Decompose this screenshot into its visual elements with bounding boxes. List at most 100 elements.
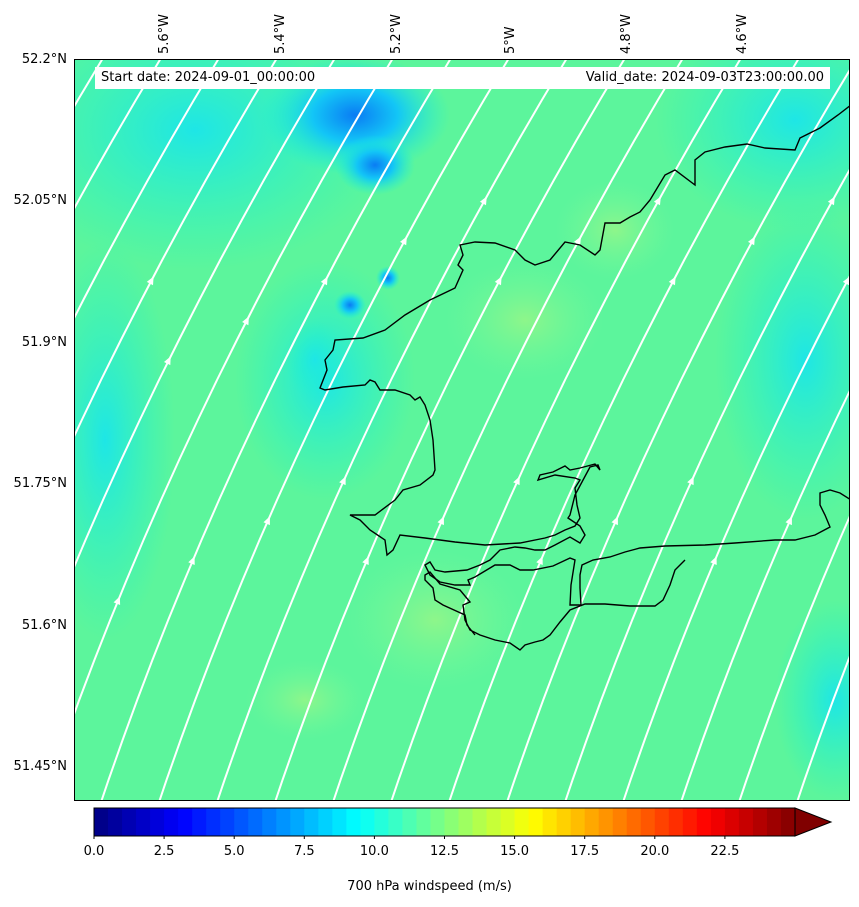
field-green-zone bbox=[445, 260, 605, 380]
field-blue-zone bbox=[335, 135, 415, 195]
latitude-label: 52.05°N bbox=[13, 193, 67, 208]
colorbar-segment bbox=[780, 808, 796, 836]
field-cyan-zone bbox=[715, 200, 849, 520]
latitude-label: 51.75°N bbox=[13, 476, 67, 491]
streamline-arrows bbox=[113, 196, 849, 605]
colorbar-segment bbox=[654, 808, 670, 836]
colorbar-tick-label: 15.0 bbox=[500, 844, 530, 859]
streamline-arrowhead bbox=[785, 516, 792, 526]
streamline bbox=[332, 60, 683, 800]
colorbar-segment bbox=[444, 808, 460, 836]
streamline-arrowhead bbox=[188, 556, 195, 565]
colorbar-segment bbox=[290, 808, 305, 836]
colorbar-segment bbox=[458, 808, 474, 836]
colorbar-tick-label: 5.0 bbox=[223, 844, 245, 859]
streamline bbox=[506, 69, 849, 800]
streamline bbox=[680, 390, 849, 800]
streamline bbox=[448, 60, 799, 800]
colorbar-tick-label: 2.5 bbox=[153, 844, 175, 859]
streamline-arrowhead bbox=[668, 276, 676, 286]
valid-date-label: Valid_date: 2024-09-03T23:00:00.00 bbox=[585, 70, 824, 85]
colorbar-segment bbox=[598, 808, 614, 836]
colorbar-segments bbox=[94, 808, 796, 836]
colorbar-segment bbox=[206, 808, 221, 836]
colorbar-segment bbox=[318, 808, 333, 836]
field-green-zone bbox=[345, 550, 525, 690]
colorbar-label: 700 hPa windspeed (m/s) bbox=[347, 879, 512, 894]
streamline-arrowhead bbox=[164, 356, 171, 366]
colorbar-segment bbox=[514, 808, 530, 836]
colorbar-segment bbox=[486, 808, 502, 836]
streamline-arrowhead bbox=[653, 196, 661, 206]
colorbar-segment bbox=[402, 808, 418, 836]
streamline-arrowhead bbox=[146, 276, 154, 286]
streamlines bbox=[75, 60, 850, 801]
field-green-zone bbox=[555, 180, 675, 280]
streamline-arrowhead bbox=[494, 276, 502, 286]
map-panel bbox=[74, 59, 850, 801]
colorbar-segment bbox=[234, 808, 249, 836]
streamline-arrowhead bbox=[574, 236, 581, 246]
colorbar-segment bbox=[304, 808, 319, 836]
colorbar-segment bbox=[164, 808, 179, 836]
streamline-arrowhead bbox=[437, 516, 444, 526]
streamline bbox=[75, 60, 219, 319]
colorbar-segment bbox=[374, 808, 390, 836]
streamline bbox=[75, 60, 335, 568]
colorbar-segment bbox=[416, 808, 432, 836]
colorbar-segment bbox=[472, 808, 488, 836]
colorbar-segment bbox=[724, 808, 740, 836]
start-date-label: Start date: 2024-09-01_00:00:00 bbox=[101, 70, 316, 85]
streamline-arrowhead bbox=[513, 476, 520, 486]
latitude-label: 52.2°N bbox=[21, 52, 67, 67]
streamline bbox=[100, 60, 451, 800]
colorbar-segment bbox=[220, 808, 235, 836]
streamline-arrowhead bbox=[687, 476, 694, 486]
colorbar-segment bbox=[276, 808, 291, 836]
colorbar-tick-label: 10.0 bbox=[359, 844, 389, 859]
colorbar-segment bbox=[640, 808, 656, 836]
colorbar-segment bbox=[178, 808, 193, 836]
colorbar-segment bbox=[94, 808, 109, 836]
latitude-label: 51.45°N bbox=[13, 759, 67, 774]
colorbar-segment bbox=[570, 808, 586, 836]
colorbar-segment bbox=[682, 808, 698, 836]
colorbar-tick-label: 20.0 bbox=[640, 844, 670, 859]
streamline-arrowhead bbox=[479, 196, 487, 206]
field-cyan-zone bbox=[285, 320, 345, 400]
streamline-arrowhead bbox=[827, 196, 835, 206]
colorbar-tick-marks bbox=[93, 836, 726, 839]
colorbar-segment bbox=[150, 808, 165, 836]
colorbar-segment bbox=[192, 808, 207, 836]
streamline bbox=[622, 275, 849, 800]
streamline bbox=[849, 60, 850, 801]
latitude-label: 51.9°N bbox=[21, 335, 67, 350]
colorbar-segment bbox=[626, 808, 642, 836]
colorbar-segment bbox=[668, 808, 684, 836]
colorbar-segment bbox=[388, 808, 404, 836]
colorbar-segment bbox=[122, 808, 137, 836]
streamline bbox=[796, 655, 849, 800]
colorbar-segment bbox=[346, 808, 361, 836]
colorbar-segment bbox=[500, 808, 516, 836]
longitude-label: 4.6°W bbox=[735, 13, 750, 54]
streamline-arrowhead bbox=[536, 556, 543, 565]
streamline-arrowhead bbox=[320, 276, 328, 286]
streamline-arrowhead bbox=[710, 556, 717, 565]
colorbar-segment bbox=[248, 808, 263, 836]
field-blue-zone bbox=[334, 291, 366, 319]
streamline-arrowhead bbox=[263, 516, 270, 526]
colorbar-tick-label: 17.5 bbox=[570, 844, 600, 859]
streamline-arrowhead bbox=[339, 476, 346, 486]
colorbar-tick-label: 12.5 bbox=[430, 844, 459, 859]
longitude-label: 5.2°W bbox=[389, 13, 404, 54]
colorbar-segment bbox=[332, 808, 347, 836]
colorbar-segment bbox=[584, 808, 600, 836]
streamline-arrowhead bbox=[611, 516, 618, 526]
colorbar-segment bbox=[136, 808, 151, 836]
field-green-zone bbox=[245, 660, 365, 740]
windspeed-map bbox=[75, 60, 850, 801]
coastline-main bbox=[319, 105, 849, 606]
colorbar-segment bbox=[738, 808, 754, 836]
